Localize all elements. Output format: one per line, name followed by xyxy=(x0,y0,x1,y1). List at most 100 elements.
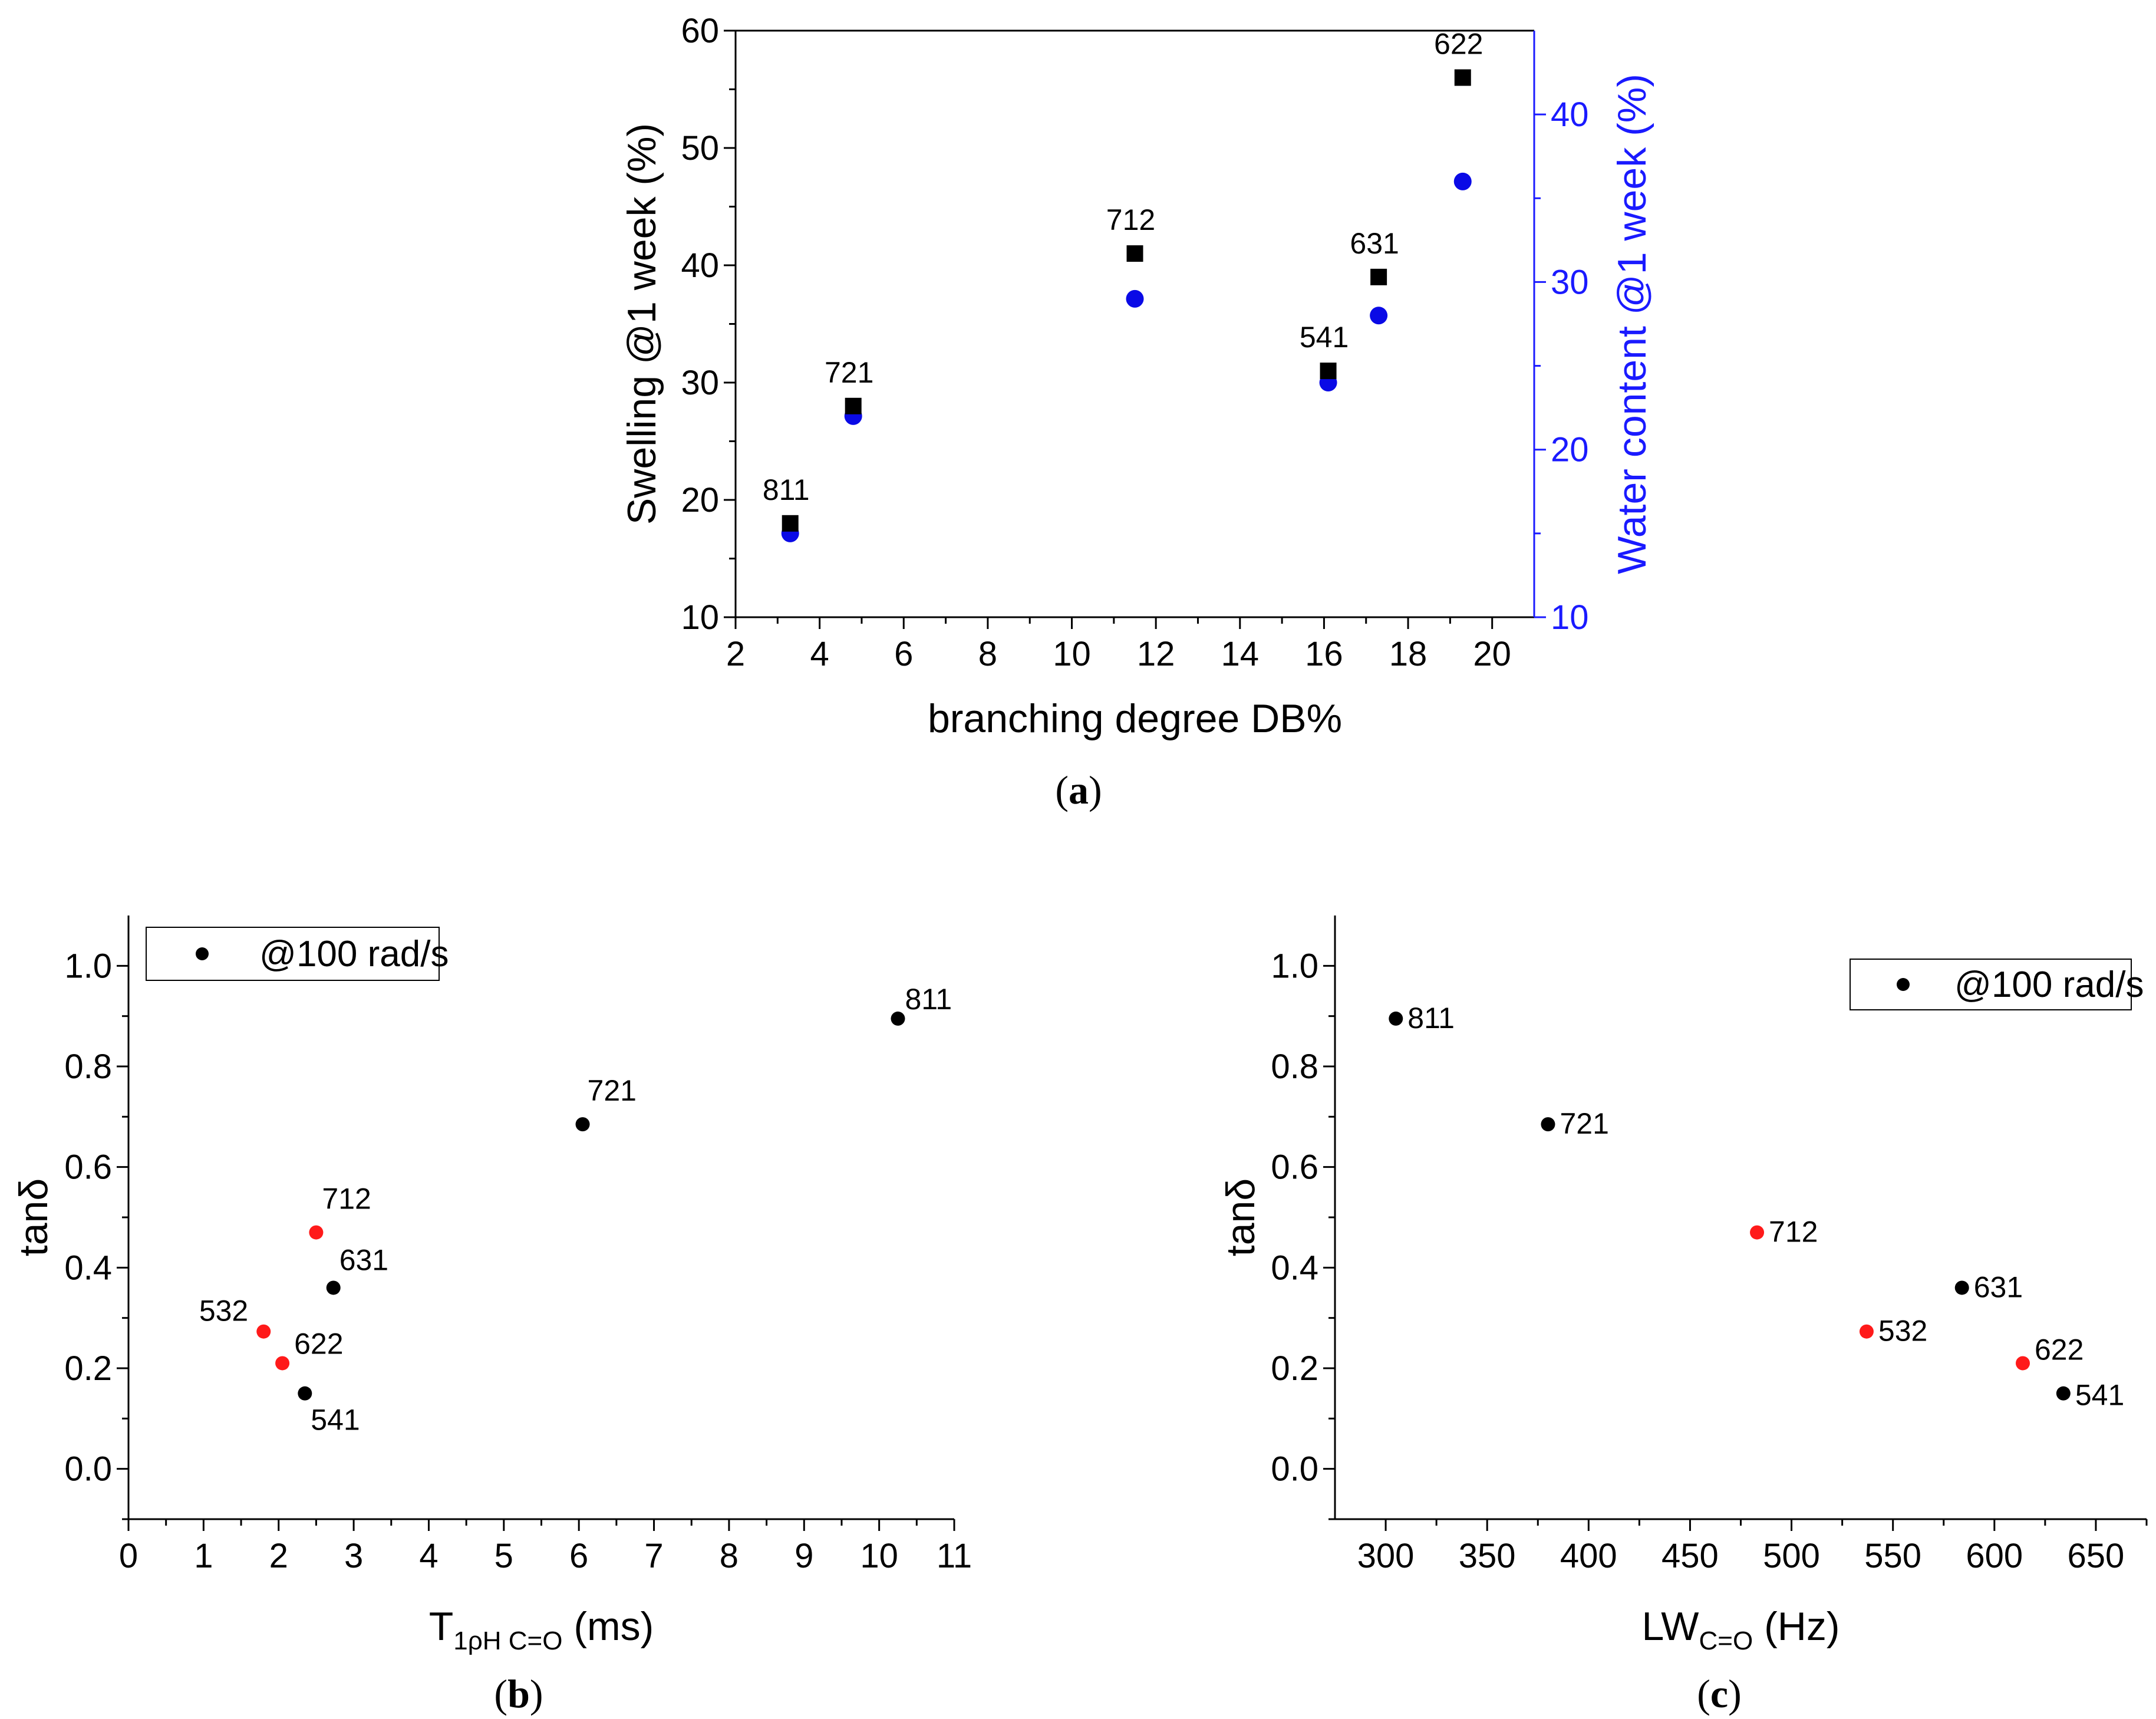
data-point-label: 811 xyxy=(905,983,952,1016)
legend-marker xyxy=(1897,978,1910,991)
data-point-label: 721 xyxy=(1560,1107,1608,1140)
x-tick-label: 18 xyxy=(1389,635,1428,673)
swelling-point xyxy=(1126,245,1143,262)
swelling-point-label: 622 xyxy=(1434,28,1483,61)
data-point xyxy=(891,1011,905,1026)
panel-c: 300 350 400 450 500 550 600 650 0.0 0.2 0.4 0.6 0.8 1… xyxy=(1218,916,2148,1716)
x-tick-label: 12 xyxy=(1137,635,1175,673)
y-axis-title: tanδ xyxy=(1218,1178,1263,1256)
x-axis-title: branching degree DB% xyxy=(928,696,1342,741)
y-tick-label: 1.0 xyxy=(1271,947,1318,985)
x-tick-label: 3 xyxy=(344,1537,363,1575)
x-tick-label: 550 xyxy=(1864,1537,1921,1575)
x-tick-label: 0 xyxy=(119,1537,138,1575)
panel-label-b: (b) xyxy=(494,1671,543,1716)
x-tick-label: 450 xyxy=(1661,1537,1719,1575)
y-axis-title: Swelling @1 week (%) xyxy=(619,123,664,525)
y-tick-label: 40 xyxy=(681,246,719,285)
legend-label: @100 rad/s xyxy=(1954,964,2144,1005)
data-point xyxy=(1541,1117,1555,1132)
x-tick-label: 4 xyxy=(419,1537,438,1575)
y2-tick-label: 10 xyxy=(1551,598,1589,637)
x-tick-label: 14 xyxy=(1221,635,1260,673)
y-tick-label: 10 xyxy=(681,598,719,637)
data-point-label: 532 xyxy=(199,1295,248,1328)
swelling-point xyxy=(845,397,862,414)
x-tick-label: 2 xyxy=(269,1537,288,1575)
water-content-point xyxy=(1370,307,1388,325)
panel-label-a: (a) xyxy=(1055,768,1102,812)
swelling-point xyxy=(782,515,799,532)
y-axis-title: tanδ xyxy=(11,1178,56,1256)
data-point-label: 622 xyxy=(2035,1333,2084,1366)
x-tick-label: 8 xyxy=(978,635,997,673)
x-tick-label: 7 xyxy=(644,1537,663,1575)
data-point-label: 541 xyxy=(2075,1379,2124,1412)
x-tick-label: 20 xyxy=(1473,635,1511,673)
data-point xyxy=(2016,1356,2030,1371)
data-point-label: 712 xyxy=(1769,1216,1818,1249)
y-tick-label: 0.2 xyxy=(1271,1349,1318,1388)
x-tick-label: 10 xyxy=(1053,635,1091,673)
swelling-point-label: 712 xyxy=(1106,203,1155,236)
y-tick-label: 30 xyxy=(681,364,719,402)
legend-label: @100 rad/s xyxy=(259,934,449,974)
data-point xyxy=(1954,1280,1969,1295)
legend: @100 rad/s xyxy=(146,927,449,981)
x-tick-label: 300 xyxy=(1357,1537,1415,1575)
x-axis-title: T1ρH C=O (ms) xyxy=(429,1604,654,1655)
x-tick-label: 10 xyxy=(860,1537,898,1575)
y-tick-label: 1.0 xyxy=(64,947,112,985)
data-point-label: 532 xyxy=(1878,1315,1927,1348)
swelling-point xyxy=(1320,363,1337,380)
swelling-point-label: 811 xyxy=(763,473,810,506)
y-tick-label: 0.4 xyxy=(1271,1249,1318,1287)
panel-label-c: (c) xyxy=(1697,1671,1742,1716)
data-point-label: 712 xyxy=(322,1183,371,1216)
panel-a: 2 4 6 8 10 12 14 16 18 20 10 20 30 40 50 60 10 20 30 40 bran… xyxy=(619,12,1654,812)
x-tick-label: 2 xyxy=(726,635,745,673)
data-point xyxy=(575,1117,590,1132)
y-tick-label: 0.6 xyxy=(64,1148,112,1187)
y-tick-label: 0.4 xyxy=(64,1249,112,1287)
x-tick-label: 9 xyxy=(795,1537,813,1575)
y-tick-label: 0.6 xyxy=(1271,1148,1318,1187)
data-point xyxy=(1859,1324,1874,1339)
data-point xyxy=(309,1225,324,1240)
x-tick-label: 600 xyxy=(1966,1537,2023,1575)
water-content-point xyxy=(1453,172,1472,190)
x-tick-label: 8 xyxy=(720,1537,739,1575)
data-point xyxy=(256,1324,271,1339)
y-tick-label: 0.0 xyxy=(64,1450,112,1489)
x-tick-label: 5 xyxy=(495,1537,513,1575)
data-point xyxy=(326,1280,341,1295)
y2-axis-title: Water content @1 week (%) xyxy=(1610,74,1654,574)
swelling-point xyxy=(1370,268,1387,285)
data-point-label: 721 xyxy=(588,1074,637,1107)
data-point-label: 622 xyxy=(294,1327,343,1360)
x-tick-label: 4 xyxy=(810,635,829,673)
x-tick-label: 650 xyxy=(2068,1537,2125,1575)
data-point xyxy=(2056,1386,2071,1401)
x-tick-label: 16 xyxy=(1305,635,1343,673)
data-point xyxy=(1389,1011,1403,1026)
data-point-label: 631 xyxy=(1974,1270,2023,1303)
y-tick-label: 20 xyxy=(681,481,719,519)
y2-tick-label: 30 xyxy=(1551,263,1589,301)
swelling-point-label: 631 xyxy=(1350,227,1399,260)
x-tick-label: 11 xyxy=(937,1537,972,1575)
y-tick-label: 0.8 xyxy=(64,1048,112,1086)
panel-b: 0 1 2 3 4 5 6 7 8 9 10 11 0.0 0.2 0.4 0.6 0.8 1.0 tanδ T1ρH… xyxy=(11,916,972,1716)
swelling-point-label: 721 xyxy=(825,356,873,389)
swelling-point xyxy=(1454,69,1471,86)
legend: @100 rad/s xyxy=(1850,959,2144,1010)
data-point-label: 811 xyxy=(1407,1002,1455,1035)
water-content-point xyxy=(1126,289,1144,308)
x-tick-label: 350 xyxy=(1459,1537,1516,1575)
data-point-label: 631 xyxy=(339,1243,388,1276)
data-point-label: 541 xyxy=(311,1404,360,1437)
y2-tick-label: 40 xyxy=(1551,95,1589,134)
y-tick-label: 0.0 xyxy=(1271,1450,1318,1489)
x-tick-label: 6 xyxy=(894,635,913,673)
